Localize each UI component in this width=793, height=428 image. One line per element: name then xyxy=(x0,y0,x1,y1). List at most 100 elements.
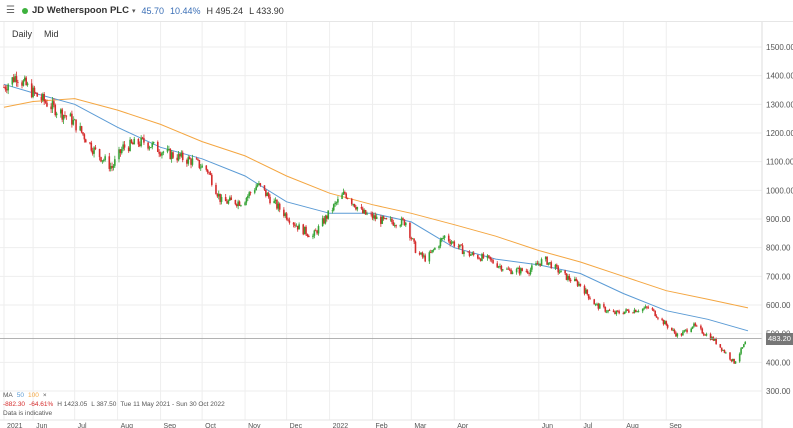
chevron-down-icon[interactable]: ▾ xyxy=(131,7,136,15)
ma100-label[interactable]: 100 xyxy=(27,392,39,399)
candle-body xyxy=(166,149,169,152)
candle-body xyxy=(413,238,415,242)
session-high: H 495.24 xyxy=(206,5,244,16)
ma50-label[interactable]: 50 xyxy=(16,392,24,399)
candle-body xyxy=(229,197,231,201)
candle-body xyxy=(35,92,37,94)
candle-body xyxy=(130,139,133,143)
candle-body xyxy=(385,218,388,220)
candle-body xyxy=(666,324,669,328)
candle-body xyxy=(294,224,296,226)
candle-body xyxy=(150,147,152,148)
candle-body xyxy=(316,230,318,234)
candle-body xyxy=(702,333,705,335)
candle-body xyxy=(576,280,579,286)
candle-body xyxy=(652,309,655,311)
ma50-line xyxy=(3,83,749,332)
candle-body xyxy=(664,321,666,325)
price-change: 45.70 xyxy=(141,5,164,16)
candle-body xyxy=(625,309,627,312)
candle-body xyxy=(332,204,335,211)
candle-body xyxy=(632,312,634,314)
candle-body xyxy=(23,77,26,81)
candle-body xyxy=(54,104,57,116)
candle-body xyxy=(324,215,327,224)
candle-body xyxy=(296,225,299,230)
candle-body xyxy=(393,225,396,226)
candle-body xyxy=(587,294,590,299)
candle-body xyxy=(623,311,626,314)
candle-body xyxy=(374,215,377,220)
candle-body xyxy=(705,334,708,336)
instrument-name[interactable]: JD Wetherspoon PLC xyxy=(32,5,129,16)
candle-body xyxy=(32,87,34,98)
candle-body xyxy=(453,241,456,247)
candle-body xyxy=(302,224,305,235)
candle-body xyxy=(488,255,490,257)
candle-body xyxy=(441,238,443,240)
candle-body xyxy=(245,197,248,203)
close-icon[interactable]: × xyxy=(42,392,47,399)
candle-body xyxy=(733,358,735,364)
candle-body xyxy=(375,216,378,220)
candle-body xyxy=(109,166,112,169)
candle-body xyxy=(187,157,190,164)
candle-body xyxy=(558,272,561,274)
candle-body xyxy=(411,238,414,240)
candle-body xyxy=(603,304,605,307)
candle-body xyxy=(511,272,514,275)
candle-body xyxy=(176,157,178,161)
candle-body xyxy=(4,87,7,90)
candle-body xyxy=(549,262,551,264)
candle-body xyxy=(550,262,553,269)
x-tick-label: Nov xyxy=(248,423,261,428)
candle-body xyxy=(215,184,217,195)
candle-body xyxy=(276,200,278,209)
candle-body xyxy=(622,313,625,315)
interval-button[interactable]: Daily xyxy=(12,29,33,39)
candle-body xyxy=(285,213,288,220)
candle-body xyxy=(665,321,668,325)
candle-body xyxy=(195,158,198,160)
candle-body xyxy=(560,270,562,273)
hamburger-icon[interactable]: ☰ xyxy=(6,5,15,16)
y-tick-label: 1100.00 xyxy=(766,158,793,167)
candle-body xyxy=(197,159,199,161)
price-type-button[interactable]: Mid xyxy=(44,29,59,39)
candle-body xyxy=(51,101,54,110)
performance-abs: -882.30 xyxy=(3,401,26,408)
candle-body xyxy=(672,329,674,331)
candle-body xyxy=(159,153,162,156)
candle-body xyxy=(651,308,654,310)
candle-body xyxy=(418,252,421,255)
candle-body xyxy=(363,210,366,214)
candle-body xyxy=(331,210,334,212)
candle-body xyxy=(41,94,44,101)
candle-body xyxy=(346,198,349,200)
candle-body xyxy=(673,329,676,333)
candle-body xyxy=(449,241,451,244)
candle-body xyxy=(529,269,532,275)
x-tick-label: Jun xyxy=(542,423,553,428)
candle-body xyxy=(442,237,444,239)
candle-body xyxy=(644,306,647,309)
candle-body xyxy=(535,263,537,266)
y-tick-label: 1200.00 xyxy=(766,129,793,138)
candle-body xyxy=(501,269,504,271)
candle-body xyxy=(596,303,598,305)
candle-body xyxy=(69,113,72,117)
x-tick-label: 2021 xyxy=(7,423,23,428)
x-tick-label: Sep xyxy=(669,423,682,428)
performance-row: -882.30 -64.61% H 1423.05 L 387.50 Tue 11 Ma… xyxy=(3,400,229,409)
candle-body xyxy=(188,157,191,160)
candle-body xyxy=(43,94,45,102)
candle-body xyxy=(137,138,140,145)
candle-body xyxy=(237,201,239,207)
x-tick-label: Apr xyxy=(457,423,469,428)
candle-body xyxy=(380,216,382,224)
candle-body xyxy=(292,222,295,225)
candle-body xyxy=(654,310,656,317)
candle-body xyxy=(431,250,433,253)
candle-body xyxy=(676,333,679,337)
